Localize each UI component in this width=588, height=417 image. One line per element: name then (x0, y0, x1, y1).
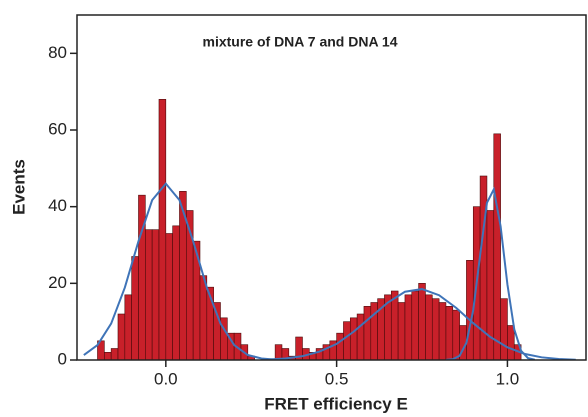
bar (507, 325, 515, 360)
bar (274, 344, 283, 360)
y-tick-label: 20 (48, 273, 67, 292)
bar (404, 294, 413, 360)
y-axis-label: Events (9, 159, 28, 215)
bar (213, 302, 221, 360)
bar (431, 298, 440, 360)
bar (145, 229, 153, 360)
bar (411, 290, 419, 360)
chart-title: mixture of DNA 7 and DNA 14 (203, 34, 398, 50)
y-tick-label: 0 (58, 349, 67, 368)
plot-frame (76, 14, 587, 361)
bar (390, 290, 399, 360)
bar (336, 332, 344, 360)
bar (124, 294, 132, 360)
bar (172, 225, 180, 360)
bar (363, 306, 372, 360)
bar (131, 256, 139, 360)
bar (397, 302, 406, 360)
bar (151, 229, 160, 360)
bar (104, 352, 112, 360)
bar (110, 348, 119, 360)
bar (445, 306, 454, 360)
bar (418, 283, 426, 360)
bar (349, 317, 358, 360)
y-tick-label: 40 (48, 196, 67, 215)
bar (165, 233, 173, 360)
x-tick-label: 0.0 (154, 369, 178, 388)
y-tick-label: 60 (48, 119, 67, 138)
plot-area (83, 99, 576, 360)
bar (117, 313, 126, 360)
fit-curve (83, 182, 276, 360)
bar (438, 302, 447, 360)
bar (343, 321, 351, 360)
bar (452, 309, 460, 360)
bar (493, 133, 501, 360)
bar (158, 99, 167, 360)
fit-curve (445, 186, 535, 360)
bar (500, 298, 508, 360)
x-axis-label: FRET efficiency E (264, 394, 408, 413)
bar (199, 275, 208, 360)
bar (356, 313, 365, 360)
x-tick-label: 1.0 (496, 369, 520, 388)
bar (281, 348, 290, 360)
bar (138, 194, 146, 360)
x-tick-label: 0.5 (325, 369, 349, 388)
bar (425, 294, 433, 360)
y-tick-label: 80 (48, 43, 67, 62)
